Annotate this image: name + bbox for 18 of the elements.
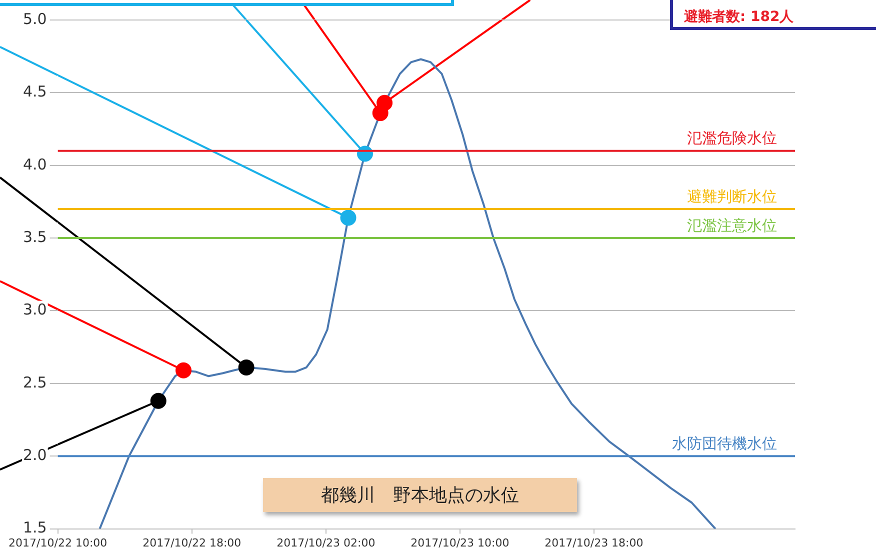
y-tick-label: 3.0: [22, 300, 47, 319]
y-tick-label: 3.5: [22, 228, 47, 246]
ref-line-label: 氾濫危険水位: [687, 129, 777, 148]
y-tick-label: 1.5: [22, 518, 47, 537]
x-tick-label: 2017/10/23 18:00: [544, 536, 644, 550]
ref-line-label: 氾濫注意水位: [687, 216, 777, 234]
y-tick-label: 4.0: [22, 155, 47, 174]
x-tick-label: 2017/10/22 10:00: [8, 536, 108, 550]
y-tick-label: 2.5: [22, 373, 47, 392]
y-tick-label: 5.0: [22, 10, 47, 28]
y-tick-label: 2.0: [22, 446, 47, 464]
x-tick-label: 2017/10/23 10:00: [410, 536, 510, 550]
ref-line-label: 避難判断水位: [687, 187, 777, 206]
annotation: 避難者数: 182人: [684, 8, 794, 26]
x-tick-label: 2017/10/23 02:00: [276, 536, 376, 550]
y-tick-label: 4.5: [22, 82, 47, 101]
ref-line-label: 水防団待機水位: [672, 434, 777, 453]
x-tick-label: 2017/10/22 18:00: [142, 536, 242, 550]
